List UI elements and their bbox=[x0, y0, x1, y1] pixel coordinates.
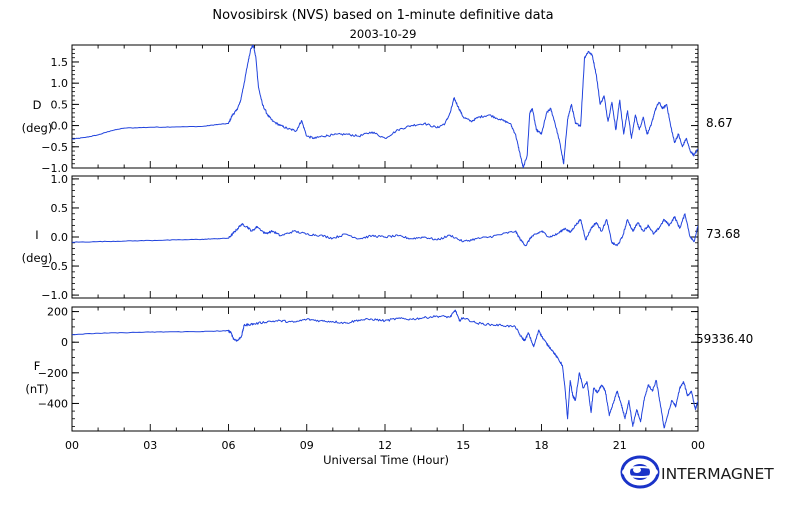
panel-f-baseline: 59336.40 bbox=[696, 332, 753, 346]
panel-d-baseline: 8.67 bbox=[706, 116, 733, 130]
y-tick-label: −400 bbox=[38, 397, 68, 410]
y-tick-label: −200 bbox=[38, 367, 68, 380]
panel-d: D (deg) 8.67 −1.0 −0.5 0.0 0.5 1.0 1.5 bbox=[22, 44, 733, 175]
intermagnet-logo-text: INTERMAGNET bbox=[661, 465, 774, 483]
chart-subtitle: 2003-10-29 bbox=[350, 27, 417, 41]
x-tick-label: 15 bbox=[456, 439, 470, 452]
chart-title: Novosibirsk (NVS) based on 1-minute defi… bbox=[212, 8, 553, 23]
intermagnet-globe-icon bbox=[620, 455, 660, 489]
y-tick-label: 200 bbox=[47, 306, 68, 319]
x-tick-label: 21 bbox=[613, 439, 627, 452]
series-line-f bbox=[72, 309, 698, 429]
y-tick-label: −0.5 bbox=[41, 260, 68, 273]
y-tick-label: 1.5 bbox=[51, 56, 69, 69]
y-tick-label: 0.0 bbox=[51, 231, 69, 244]
panel-i-baseline: 73.68 bbox=[706, 227, 740, 241]
x-tick-label: 03 bbox=[143, 439, 157, 452]
x-axis: 00 03 06 09 12 15 18 21 00 bbox=[65, 439, 705, 452]
intermagnet-logo: INTERMAGNET bbox=[620, 455, 774, 489]
x-tick-label: 18 bbox=[535, 439, 549, 452]
y-tick-label: −1.0 bbox=[41, 162, 68, 175]
y-tick-label: −1.0 bbox=[41, 289, 68, 302]
x-tick-label: 12 bbox=[378, 439, 392, 452]
y-tick-label: 0.5 bbox=[51, 98, 69, 111]
panel-f-frame bbox=[71, 306, 699, 432]
panel-d-label: D bbox=[33, 98, 42, 112]
y-tick-label: 0.0 bbox=[51, 120, 69, 133]
panel-f: F (nT) 59336.40 −400 −200 0 200 bbox=[25, 306, 753, 432]
x-tick-label: 06 bbox=[222, 439, 236, 452]
panel-f-label: F bbox=[34, 359, 41, 373]
x-tick-label: 09 bbox=[300, 439, 314, 452]
y-tick-label: 1.0 bbox=[51, 77, 69, 90]
panel-i: I (deg) 73.68 −1.0 −0.5 0.0 0.5 1.0 bbox=[22, 173, 741, 302]
panel-d-unit: (deg) bbox=[22, 121, 53, 135]
series-line-i bbox=[72, 213, 698, 247]
panel-i-label: I bbox=[35, 228, 38, 242]
y-tick-label: −0.5 bbox=[41, 141, 68, 154]
y-tick-label: 0 bbox=[61, 336, 68, 349]
y-tick-label: 1.0 bbox=[51, 173, 69, 186]
x-tick-label: 00 bbox=[65, 439, 79, 452]
panel-i-unit: (deg) bbox=[22, 251, 53, 265]
panel-d-frame bbox=[71, 44, 699, 169]
series-line-d bbox=[72, 45, 698, 168]
panel-f-unit: (nT) bbox=[25, 382, 48, 396]
y-tick-label: 0.5 bbox=[51, 202, 69, 215]
x-axis-title: Universal Time (Hour) bbox=[323, 453, 449, 467]
x-tick-label: 00 bbox=[691, 439, 705, 452]
